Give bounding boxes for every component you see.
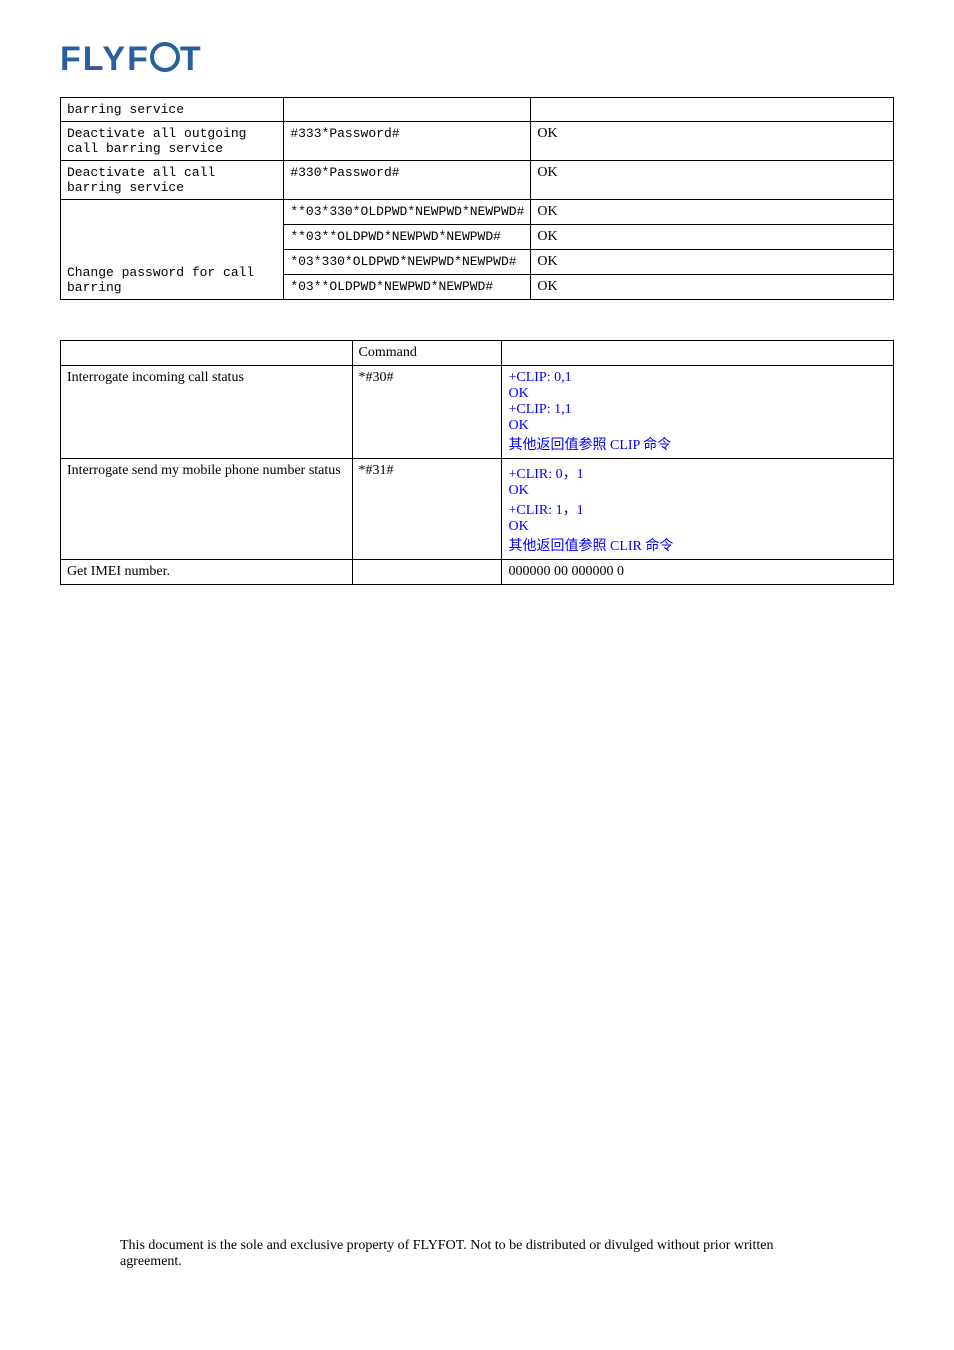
cell-command: #333*Password# bbox=[284, 122, 531, 161]
table-row: Deactivate all call barring service #330… bbox=[61, 161, 894, 200]
cell-command: *#31# bbox=[352, 459, 502, 560]
cell-response: OK bbox=[531, 250, 894, 275]
cell-response: 000000 00 000000 0 bbox=[502, 560, 894, 585]
header-cell bbox=[502, 341, 894, 366]
header-cell: Command bbox=[352, 341, 502, 366]
cell-label: Interrogate send my mobile phone number … bbox=[61, 459, 353, 560]
response-line: 其他返回值参照 CLIR 命令 bbox=[508, 535, 887, 555]
response-line: +CLIR: 0，1 bbox=[508, 463, 887, 483]
cell-command: *03**OLDPWD*NEWPWD*NEWPWD# bbox=[284, 275, 531, 300]
call-barring-table: barring service Deactivate all outgoing … bbox=[60, 97, 894, 300]
logo-text: FLYFT bbox=[60, 40, 203, 78]
table-row: Interrogate incoming call status *#30# +… bbox=[61, 366, 894, 459]
cell-label: Interrogate incoming call status bbox=[61, 366, 353, 459]
cell-response: OK bbox=[531, 161, 894, 200]
table-row: Change password for call barring **03*33… bbox=[61, 200, 894, 225]
response-line: OK bbox=[508, 418, 887, 434]
cell-label: Deactivate all outgoing call barring ser… bbox=[61, 122, 284, 161]
cell-command bbox=[352, 560, 502, 585]
cell-label: Deactivate all call barring service bbox=[61, 161, 284, 200]
cell-label: barring service bbox=[61, 98, 284, 122]
response-line: 000000 00 000000 0 bbox=[508, 564, 887, 580]
footer-text: This document is the sole and exclusive … bbox=[120, 1238, 834, 1270]
cell-response: OK bbox=[531, 122, 894, 161]
cell-label: Get IMEI number. bbox=[61, 560, 353, 585]
table-header-row: Command bbox=[61, 341, 894, 366]
table-row: Get IMEI number. 000000 00 000000 0 bbox=[61, 560, 894, 585]
cell-response: +CLIR: 0，1 OK +CLIR: 1，1 OK 其他返回值参照 CLIR… bbox=[502, 459, 894, 560]
table-row: Deactivate all outgoing call barring ser… bbox=[61, 122, 894, 161]
cell-response bbox=[531, 98, 894, 122]
cell-command: *03*330*OLDPWD*NEWPWD*NEWPWD# bbox=[284, 250, 531, 275]
cell-response: OK bbox=[531, 225, 894, 250]
response-line: OK bbox=[508, 519, 887, 535]
response-line: OK bbox=[508, 386, 887, 402]
response-line: 其他返回值参照 CLIP 命令 bbox=[508, 434, 887, 454]
cell-response: OK bbox=[531, 200, 894, 225]
header-cell bbox=[61, 341, 353, 366]
table-row: Interrogate send my mobile phone number … bbox=[61, 459, 894, 560]
cell-command: **03**OLDPWD*NEWPWD*NEWPWD# bbox=[284, 225, 531, 250]
interrogate-table: Command Interrogate incoming call status… bbox=[60, 340, 894, 585]
response-line: OK bbox=[508, 483, 887, 499]
cell-label: Change password for call barring bbox=[61, 200, 284, 300]
response-line: +CLIP: 1,1 bbox=[508, 402, 887, 418]
cell-command bbox=[284, 98, 531, 122]
cell-command: **03*330*OLDPWD*NEWPWD*NEWPWD# bbox=[284, 200, 531, 225]
cell-command: #330*Password# bbox=[284, 161, 531, 200]
cell-response: +CLIP: 0,1 OK +CLIP: 1,1 OK 其他返回值参照 CLIP… bbox=[502, 366, 894, 459]
logo: FLYFT bbox=[60, 40, 894, 79]
cell-response: OK bbox=[531, 275, 894, 300]
response-line: +CLIP: 0,1 bbox=[508, 370, 887, 386]
response-line: +CLIR: 1，1 bbox=[508, 499, 887, 519]
table-row: barring service bbox=[61, 98, 894, 122]
cell-command: *#30# bbox=[352, 366, 502, 459]
